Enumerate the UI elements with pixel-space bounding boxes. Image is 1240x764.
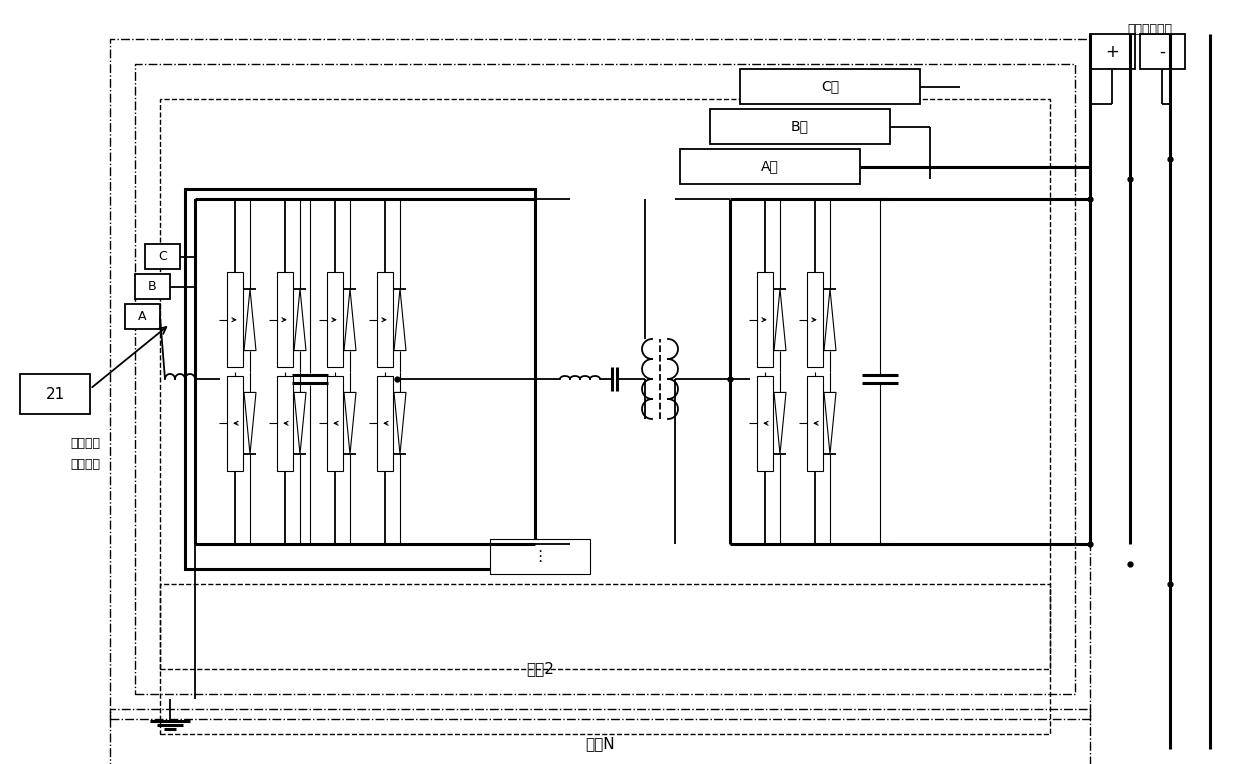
Text: A相: A相 bbox=[761, 160, 779, 173]
Text: 模祆2: 模祆2 bbox=[526, 662, 554, 676]
Bar bbox=[711, 109, 890, 144]
Bar bbox=[277, 272, 293, 367]
Bar bbox=[327, 376, 343, 471]
Text: -: - bbox=[1159, 43, 1166, 60]
Text: 模组N: 模组N bbox=[585, 736, 615, 752]
Bar bbox=[125, 304, 160, 329]
Bar bbox=[807, 376, 823, 471]
Bar bbox=[20, 374, 91, 414]
Bar bbox=[377, 376, 393, 471]
Bar bbox=[185, 189, 534, 569]
Bar bbox=[1090, 34, 1135, 69]
Bar bbox=[740, 69, 920, 104]
Text: 低压直流端口: 低压直流端口 bbox=[1127, 22, 1173, 35]
Text: B: B bbox=[149, 280, 156, 293]
Bar bbox=[1140, 34, 1185, 69]
Bar bbox=[160, 99, 1050, 669]
Bar bbox=[377, 272, 393, 367]
Bar bbox=[807, 272, 823, 367]
Bar bbox=[135, 274, 170, 299]
Text: C: C bbox=[159, 250, 167, 263]
Bar bbox=[756, 272, 773, 367]
Bar bbox=[110, 709, 1090, 764]
Text: 中、高压
交流端口: 中、高压 交流端口 bbox=[69, 437, 100, 471]
Bar bbox=[277, 376, 293, 471]
Bar bbox=[160, 584, 1050, 734]
Text: B相: B相 bbox=[791, 119, 808, 134]
Text: ⋮: ⋮ bbox=[532, 549, 548, 564]
Bar bbox=[490, 539, 590, 574]
Text: A: A bbox=[138, 310, 146, 323]
Bar bbox=[680, 149, 861, 184]
Bar bbox=[227, 272, 243, 367]
Text: C相: C相 bbox=[821, 79, 839, 93]
Bar bbox=[227, 376, 243, 471]
Text: 21: 21 bbox=[46, 387, 64, 402]
Bar bbox=[145, 244, 180, 269]
Bar bbox=[327, 272, 343, 367]
Text: +: + bbox=[1106, 43, 1120, 60]
Bar bbox=[756, 376, 773, 471]
Bar bbox=[135, 64, 1075, 694]
Bar bbox=[110, 39, 1090, 719]
